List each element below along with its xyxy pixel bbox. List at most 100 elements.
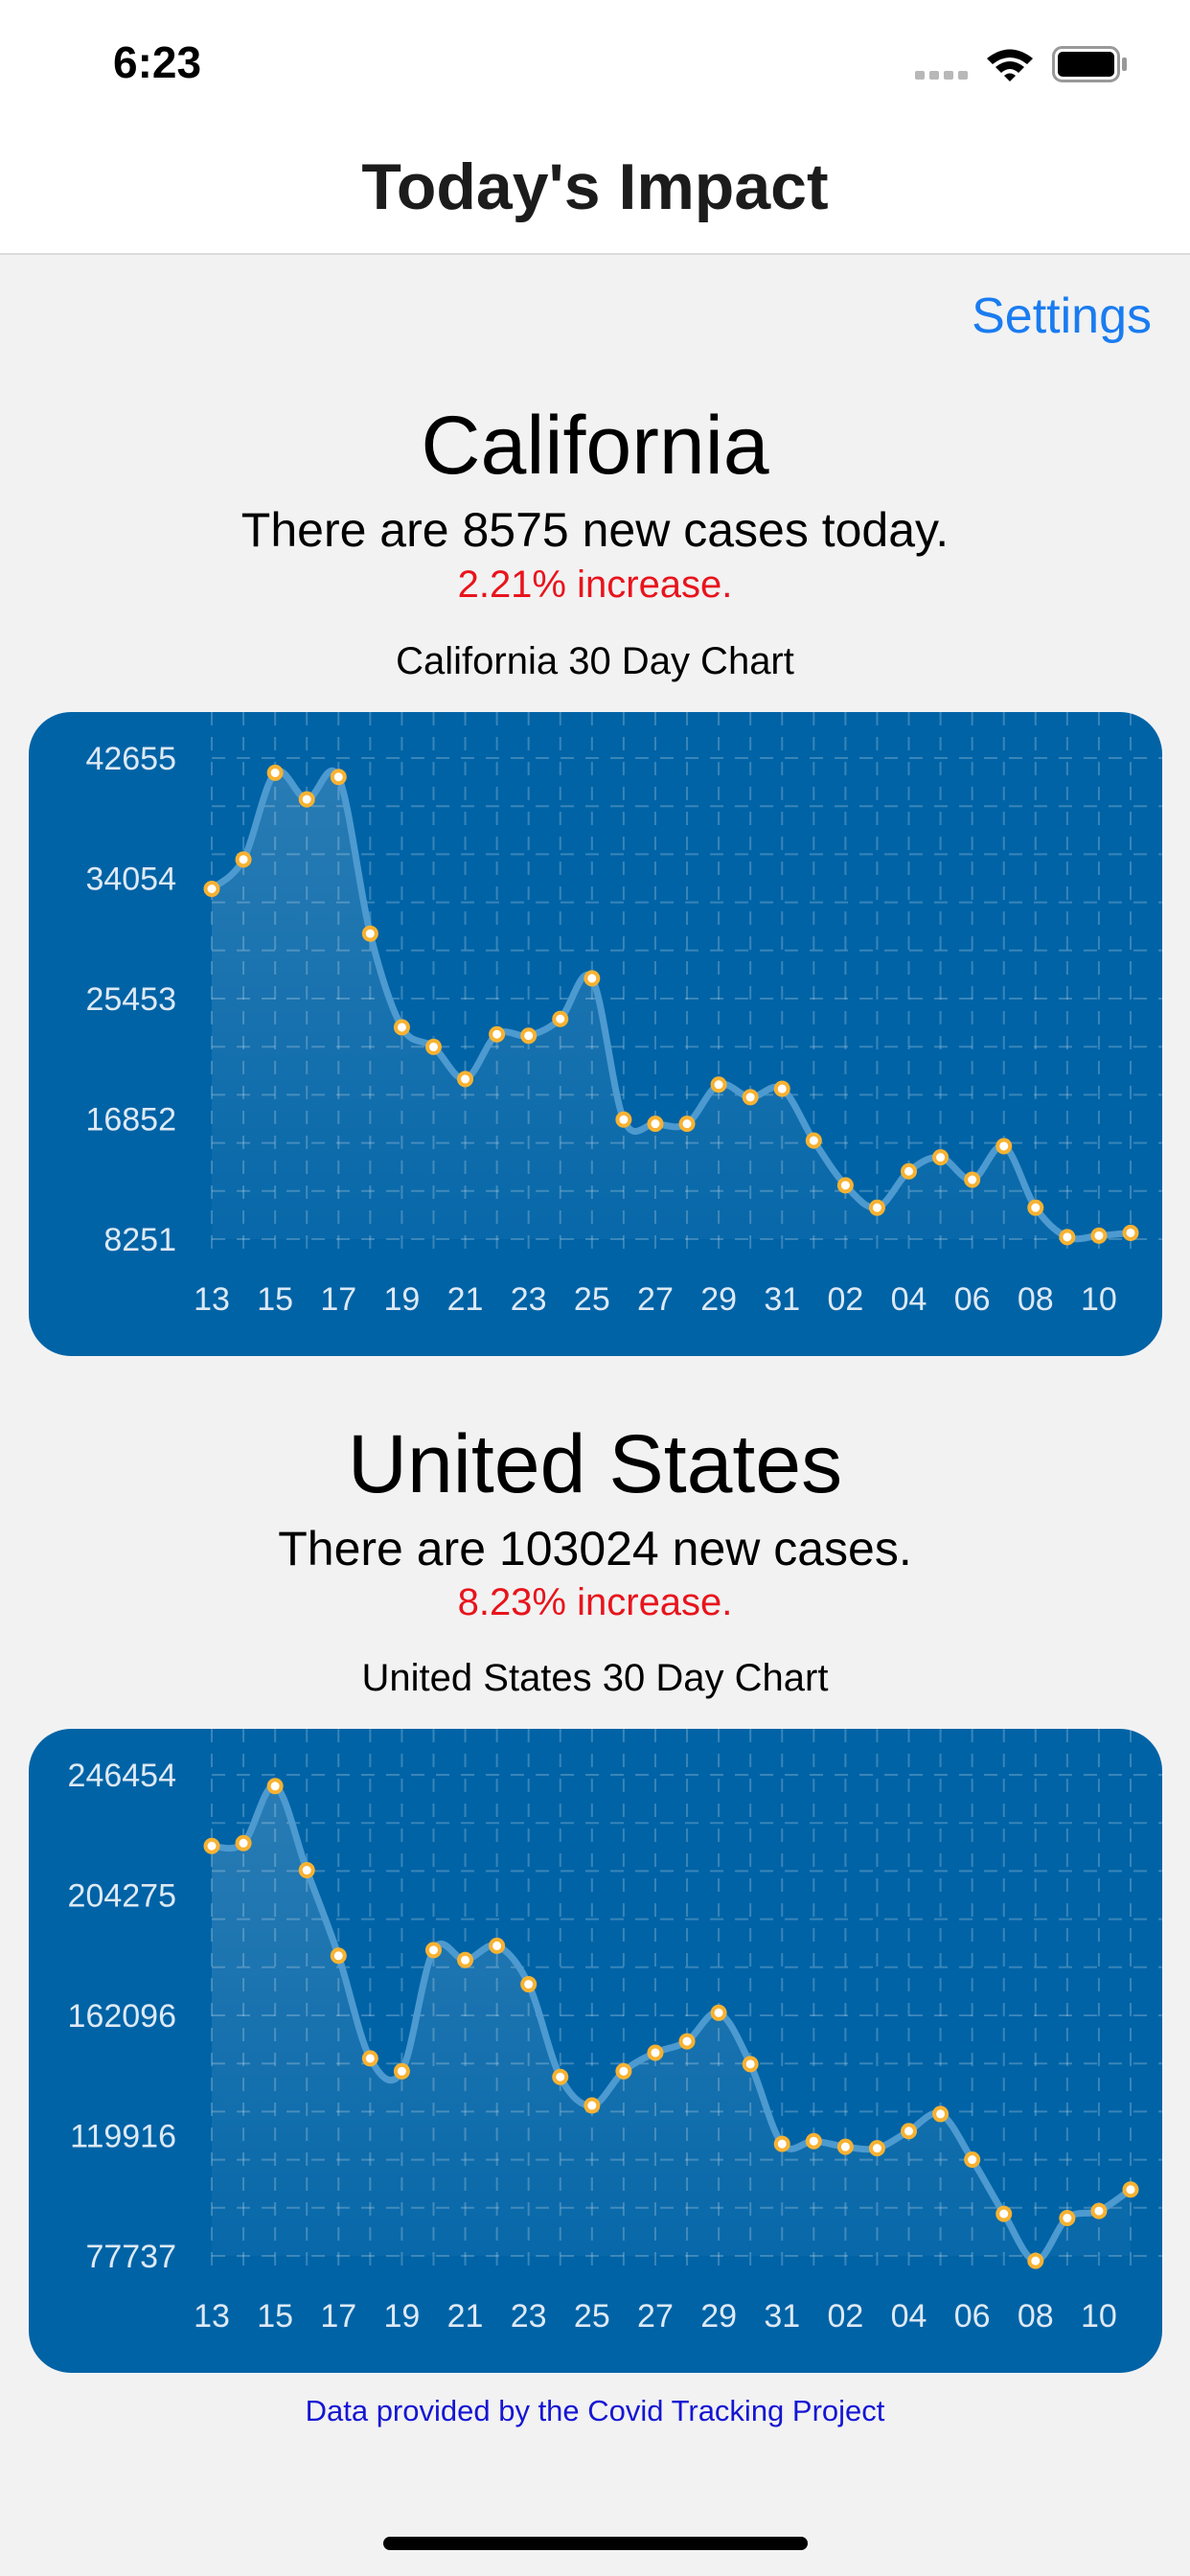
data-point <box>1090 2202 1108 2220</box>
data-point <box>552 1010 569 1027</box>
status-time: 6:23 <box>113 37 202 87</box>
data-point <box>678 2033 696 2050</box>
x-tick-label: 06 <box>954 1281 991 1318</box>
data-point <box>424 1038 442 1055</box>
california-chart-caption: California 30 Day Chart <box>396 640 794 682</box>
wifi-icon <box>987 49 1033 81</box>
data-point <box>1027 1199 1044 1216</box>
data-point <box>964 2151 981 2169</box>
data-point <box>836 2138 854 2155</box>
data-point <box>742 1089 759 1106</box>
united-states-chart: 246454 204275 162096 119916 77737 13 15 17 19 21 2… <box>29 1729 1162 2373</box>
cellular-signal-icon <box>915 71 968 80</box>
data-point <box>361 925 378 942</box>
x-tick-label: 02 <box>827 2298 863 2334</box>
page-title: Today's Impact <box>361 150 829 223</box>
data-point <box>393 2062 410 2080</box>
data-point <box>1027 2252 1044 2269</box>
x-tick-label: 19 <box>383 1281 420 1318</box>
x-tick-label: 27 <box>637 1281 674 1318</box>
navigation-bar: Today's Impact <box>0 134 1190 255</box>
data-point <box>298 791 315 808</box>
data-point <box>932 1149 950 1166</box>
x-tick-label: 23 <box>511 2298 547 2334</box>
data-point <box>584 970 601 987</box>
x-tick-label: 27 <box>637 2298 674 2334</box>
x-tick-label: 08 <box>1018 2298 1054 2334</box>
data-point <box>995 2205 1013 2222</box>
chart-svg: 42655 34054 25453 16852 8251 13 15 17 19 21 23 25 27… <box>85 712 1162 1318</box>
data-point <box>773 1080 790 1097</box>
data-point <box>203 1837 220 1854</box>
data-point <box>330 1947 347 1965</box>
data-point <box>203 881 220 898</box>
united-states-title: United States <box>347 1418 843 1510</box>
data-point <box>901 1162 918 1180</box>
x-tick-label: 02 <box>827 1281 863 1318</box>
y-tick-label: 77737 <box>85 2239 176 2275</box>
data-point <box>868 2140 885 2157</box>
california-cases-text: There are 8575 new cases today. <box>240 503 950 557</box>
data-point <box>266 764 284 781</box>
data-point <box>1059 2210 1076 2227</box>
data-point <box>1059 1229 1076 1246</box>
data-point <box>235 851 252 868</box>
y-tick-label: 162096 <box>68 1998 176 2035</box>
x-tick-label: 04 <box>891 2298 927 2334</box>
x-tick-label: 29 <box>700 1281 737 1318</box>
data-point <box>615 2062 632 2080</box>
x-tick-label: 15 <box>257 2298 293 2334</box>
x-tick-label: 13 <box>194 2298 230 2334</box>
data-point <box>489 1025 506 1043</box>
x-tick-label: 31 <box>764 2298 800 2334</box>
data-point <box>868 1199 885 1216</box>
home-indicator <box>383 2537 808 2550</box>
data-point <box>520 1976 538 1993</box>
x-tick-label: 06 <box>954 2298 991 2334</box>
california-increase-text: 2.21% increase. <box>457 564 733 606</box>
data-point <box>520 1027 538 1045</box>
x-tick-label: 21 <box>447 2298 484 2334</box>
data-point <box>361 2050 378 2067</box>
data-point <box>932 2105 950 2123</box>
x-tick-label: 10 <box>1081 1281 1117 1318</box>
united-states-cases-text: There are 103024 new cases. <box>278 1522 912 1576</box>
series-area <box>212 770 1131 1239</box>
y-tick-label: 16852 <box>85 1102 176 1138</box>
data-point <box>710 2004 727 2021</box>
data-point <box>424 1942 442 1959</box>
y-tick-label: 42655 <box>85 741 176 777</box>
data-point <box>266 1778 284 1795</box>
data-point <box>552 2068 569 2085</box>
data-point <box>805 2132 822 2150</box>
data-point <box>298 1862 315 1879</box>
y-tick-label: 119916 <box>70 2119 176 2155</box>
data-point <box>773 2135 790 2152</box>
data-point <box>1122 2181 1139 2198</box>
x-tick-label: 13 <box>194 1281 230 1318</box>
data-point <box>1090 1227 1108 1244</box>
x-tick-label: 19 <box>383 2298 420 2334</box>
data-source-link[interactable]: Data provided by the Covid Tracking Proj… <box>305 2394 885 2427</box>
x-tick-label: 29 <box>700 2298 737 2334</box>
data-point <box>678 1116 696 1133</box>
data-point <box>710 1076 727 1093</box>
series-area <box>212 1785 1131 2262</box>
california-chart: 42655 34054 25453 16852 8251 13 15 17 19 21 23 25 27… <box>29 712 1162 1356</box>
settings-button[interactable]: Settings <box>972 288 1152 344</box>
data-point <box>647 2044 664 2061</box>
x-tick-label: 23 <box>511 1281 547 1318</box>
x-tick-label: 17 <box>320 2298 356 2334</box>
united-states-chart-caption: United States 30 Day Chart <box>361 1657 829 1699</box>
y-tick-label: 25453 <box>85 981 176 1018</box>
y-tick-label: 8251 <box>103 1222 176 1258</box>
data-point <box>1122 1224 1139 1241</box>
data-point <box>995 1138 1013 1155</box>
data-point <box>615 1111 632 1128</box>
x-tick-label: 31 <box>764 1281 800 1318</box>
data-point <box>457 1070 474 1088</box>
x-tick-label: 21 <box>447 1281 484 1318</box>
data-point <box>647 1116 664 1133</box>
united-states-increase-text: 8.23% increase. <box>457 1581 733 1623</box>
x-tick-label: 08 <box>1018 1281 1054 1318</box>
